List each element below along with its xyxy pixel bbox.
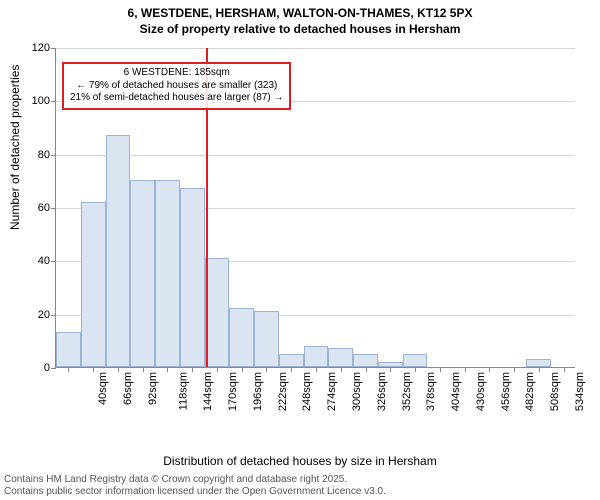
x-tick-label: 196sqm — [252, 372, 264, 411]
x-tick-label: 352sqm — [401, 372, 413, 411]
x-tick-label: 40sqm — [97, 372, 109, 405]
x-tick — [291, 367, 292, 372]
chart-title-block: 6, WESTDENE, HERSHAM, WALTON-ON-THAMES, … — [0, 0, 600, 39]
histogram-bar — [304, 346, 329, 367]
histogram-bar — [403, 354, 428, 367]
annotation-line-3: 21% of semi-detached houses are larger (… — [70, 92, 283, 105]
y-tick-label: 80 — [20, 149, 50, 161]
histogram-bar — [254, 311, 279, 367]
title-line-1: 6, WESTDENE, HERSHAM, WALTON-ON-THAMES, … — [0, 6, 600, 22]
chart-container: 02040608010012040sqm66sqm92sqm118sqm144s… — [55, 48, 575, 418]
x-axis-label: Distribution of detached houses by size … — [0, 454, 600, 468]
y-tick — [51, 208, 56, 209]
histogram-bar — [106, 135, 131, 367]
histogram-bar — [130, 180, 155, 367]
x-tick-label: 534sqm — [574, 372, 586, 411]
annotation-line-1: 6 WESTDENE: 185sqm — [70, 67, 283, 80]
x-tick-label: 248sqm — [302, 372, 314, 411]
x-tick-label: 508sqm — [549, 372, 561, 411]
x-tick-label: 456sqm — [500, 372, 512, 411]
x-tick — [242, 367, 243, 372]
x-tick — [564, 367, 565, 372]
grid-line — [56, 155, 575, 156]
x-tick — [390, 367, 391, 372]
title-line-2: Size of property relative to detached ho… — [0, 22, 600, 38]
y-tick-label: 20 — [20, 309, 50, 321]
grid-line — [56, 48, 575, 49]
x-tick — [217, 367, 218, 372]
x-tick-label: 378sqm — [425, 372, 437, 411]
histogram-bar — [279, 354, 304, 367]
x-tick-label: 300sqm — [351, 372, 363, 411]
x-tick — [192, 367, 193, 372]
x-tick-label: 326sqm — [376, 372, 388, 411]
x-tick-label: 118sqm — [177, 372, 189, 410]
x-tick — [143, 367, 144, 372]
x-tick-label: 66sqm — [122, 372, 134, 405]
histogram-bar — [180, 188, 205, 367]
histogram-bar — [56, 332, 81, 367]
y-tick-label: 40 — [20, 255, 50, 267]
x-tick — [514, 367, 515, 372]
y-tick — [51, 101, 56, 102]
x-tick — [489, 367, 490, 372]
x-tick — [366, 367, 367, 372]
histogram-bar — [229, 308, 254, 367]
x-tick — [118, 367, 119, 372]
y-tick — [51, 261, 56, 262]
plot-area: 02040608010012040sqm66sqm92sqm118sqm144s… — [55, 48, 575, 368]
y-tick — [51, 315, 56, 316]
x-tick-label: 170sqm — [227, 372, 239, 411]
histogram-bar — [353, 354, 378, 367]
x-tick-label: 144sqm — [203, 372, 215, 411]
x-tick-label: 222sqm — [277, 372, 289, 411]
y-tick — [51, 48, 56, 49]
x-tick-label: 92sqm — [147, 372, 159, 405]
x-tick-label: 482sqm — [524, 372, 536, 411]
histogram-bar — [155, 180, 180, 367]
x-tick — [316, 367, 317, 372]
y-tick — [51, 155, 56, 156]
footer-line-2: Contains public sector information licen… — [4, 486, 386, 498]
footer-line-1: Contains HM Land Registry data © Crown c… — [4, 474, 386, 486]
x-tick — [465, 367, 466, 372]
footer-attribution: Contains HM Land Registry data © Crown c… — [4, 474, 386, 498]
histogram-bar — [81, 202, 106, 367]
x-tick — [266, 367, 267, 372]
x-tick-label: 430sqm — [475, 372, 487, 411]
x-tick-label: 404sqm — [450, 372, 462, 411]
annotation-box: 6 WESTDENE: 185sqm← 79% of detached hous… — [62, 62, 291, 110]
y-tick-label: 100 — [20, 95, 50, 107]
annotation-line-2: ← 79% of detached houses are smaller (32… — [70, 80, 283, 93]
x-tick — [68, 367, 69, 372]
x-tick — [167, 367, 168, 372]
x-tick — [415, 367, 416, 372]
x-tick — [440, 367, 441, 372]
y-tick-label: 60 — [20, 202, 50, 214]
x-tick-label: 274sqm — [326, 372, 338, 411]
y-tick-label: 120 — [20, 42, 50, 54]
x-tick — [93, 367, 94, 372]
histogram-bar — [328, 348, 353, 367]
x-tick — [539, 367, 540, 372]
x-tick — [341, 367, 342, 372]
histogram-bar — [526, 359, 551, 367]
y-tick — [51, 368, 56, 369]
y-tick-label: 0 — [20, 362, 50, 374]
